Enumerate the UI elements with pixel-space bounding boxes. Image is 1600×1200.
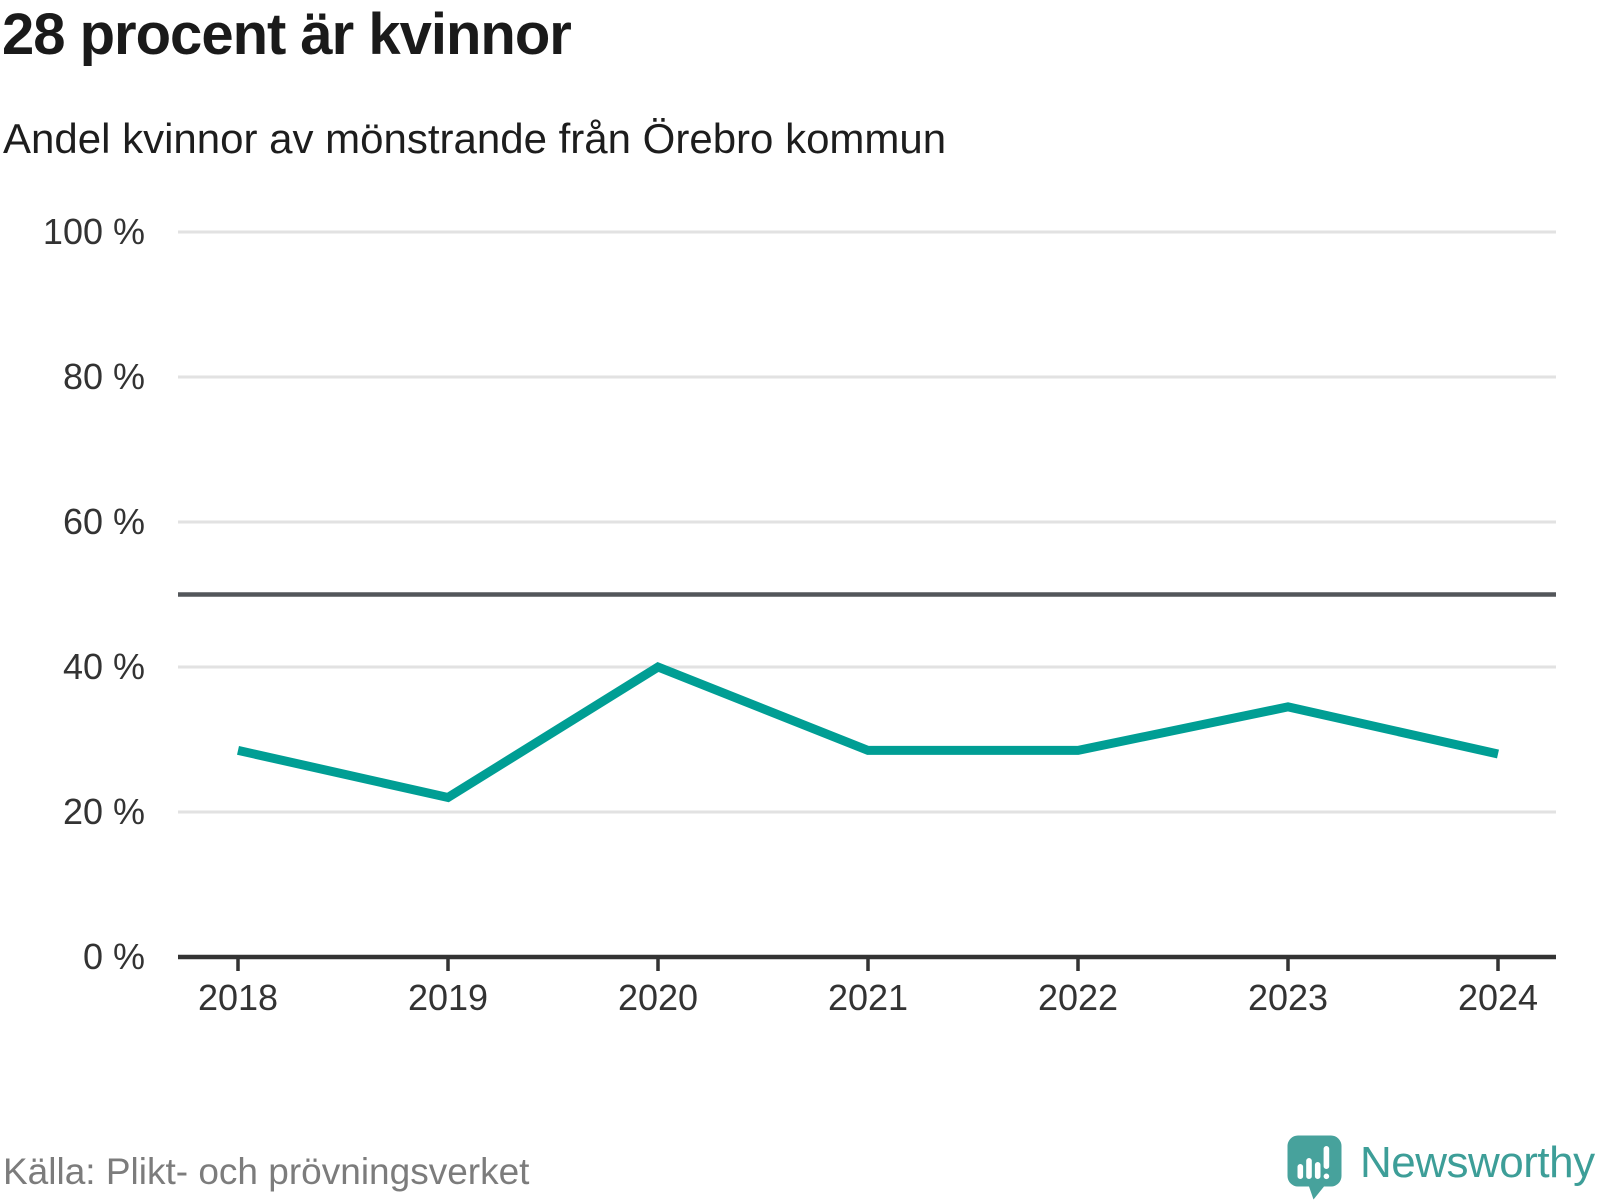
chart-subtitle: Andel kvinnor av mönstrande från Örebro … [3,115,947,162]
exclamation-dot [1323,1173,1330,1180]
source-caption: Källa: Plikt- och prövningsverket [3,1151,530,1192]
y-tick-label-100: 100 % [43,211,145,252]
x-tick-label-2020: 2020 [618,977,698,1018]
x-tick-label-2022: 2022 [1038,977,1118,1018]
exclamation-bar [1323,1146,1330,1169]
bar-chart-bar-2 [1306,1158,1312,1179]
x-tick-label-2019: 2019 [408,977,488,1018]
chart-title: 28 procent är kvinnor [2,2,572,67]
newsworthy-logo-icon [1287,1135,1342,1200]
x-tick-label-2021: 2021 [828,977,908,1018]
y-tick-label-60: 60 % [63,501,145,542]
x-tick-label-2018: 2018 [198,977,278,1018]
newsworthy-brand-name: Newsworthy [1360,1138,1595,1187]
y-tick-label-0: 0 % [83,936,145,977]
x-tick-label-2024: 2024 [1458,977,1538,1018]
newsworthy-logo: Newsworthy [1286,1134,1595,1200]
y-tick-label-20: 20 % [63,791,145,832]
speech-bubble-shape [1287,1135,1342,1200]
data-line-andel-kvinnor [237,661,1499,803]
x-tick-label-2023: 2023 [1248,977,1328,1018]
y-tick-label-80: 80 % [63,356,145,397]
y-tick-label-40: 40 % [63,646,145,687]
bar-chart-bar-1 [1297,1164,1304,1179]
bar-chart-bar-3 [1314,1162,1321,1179]
